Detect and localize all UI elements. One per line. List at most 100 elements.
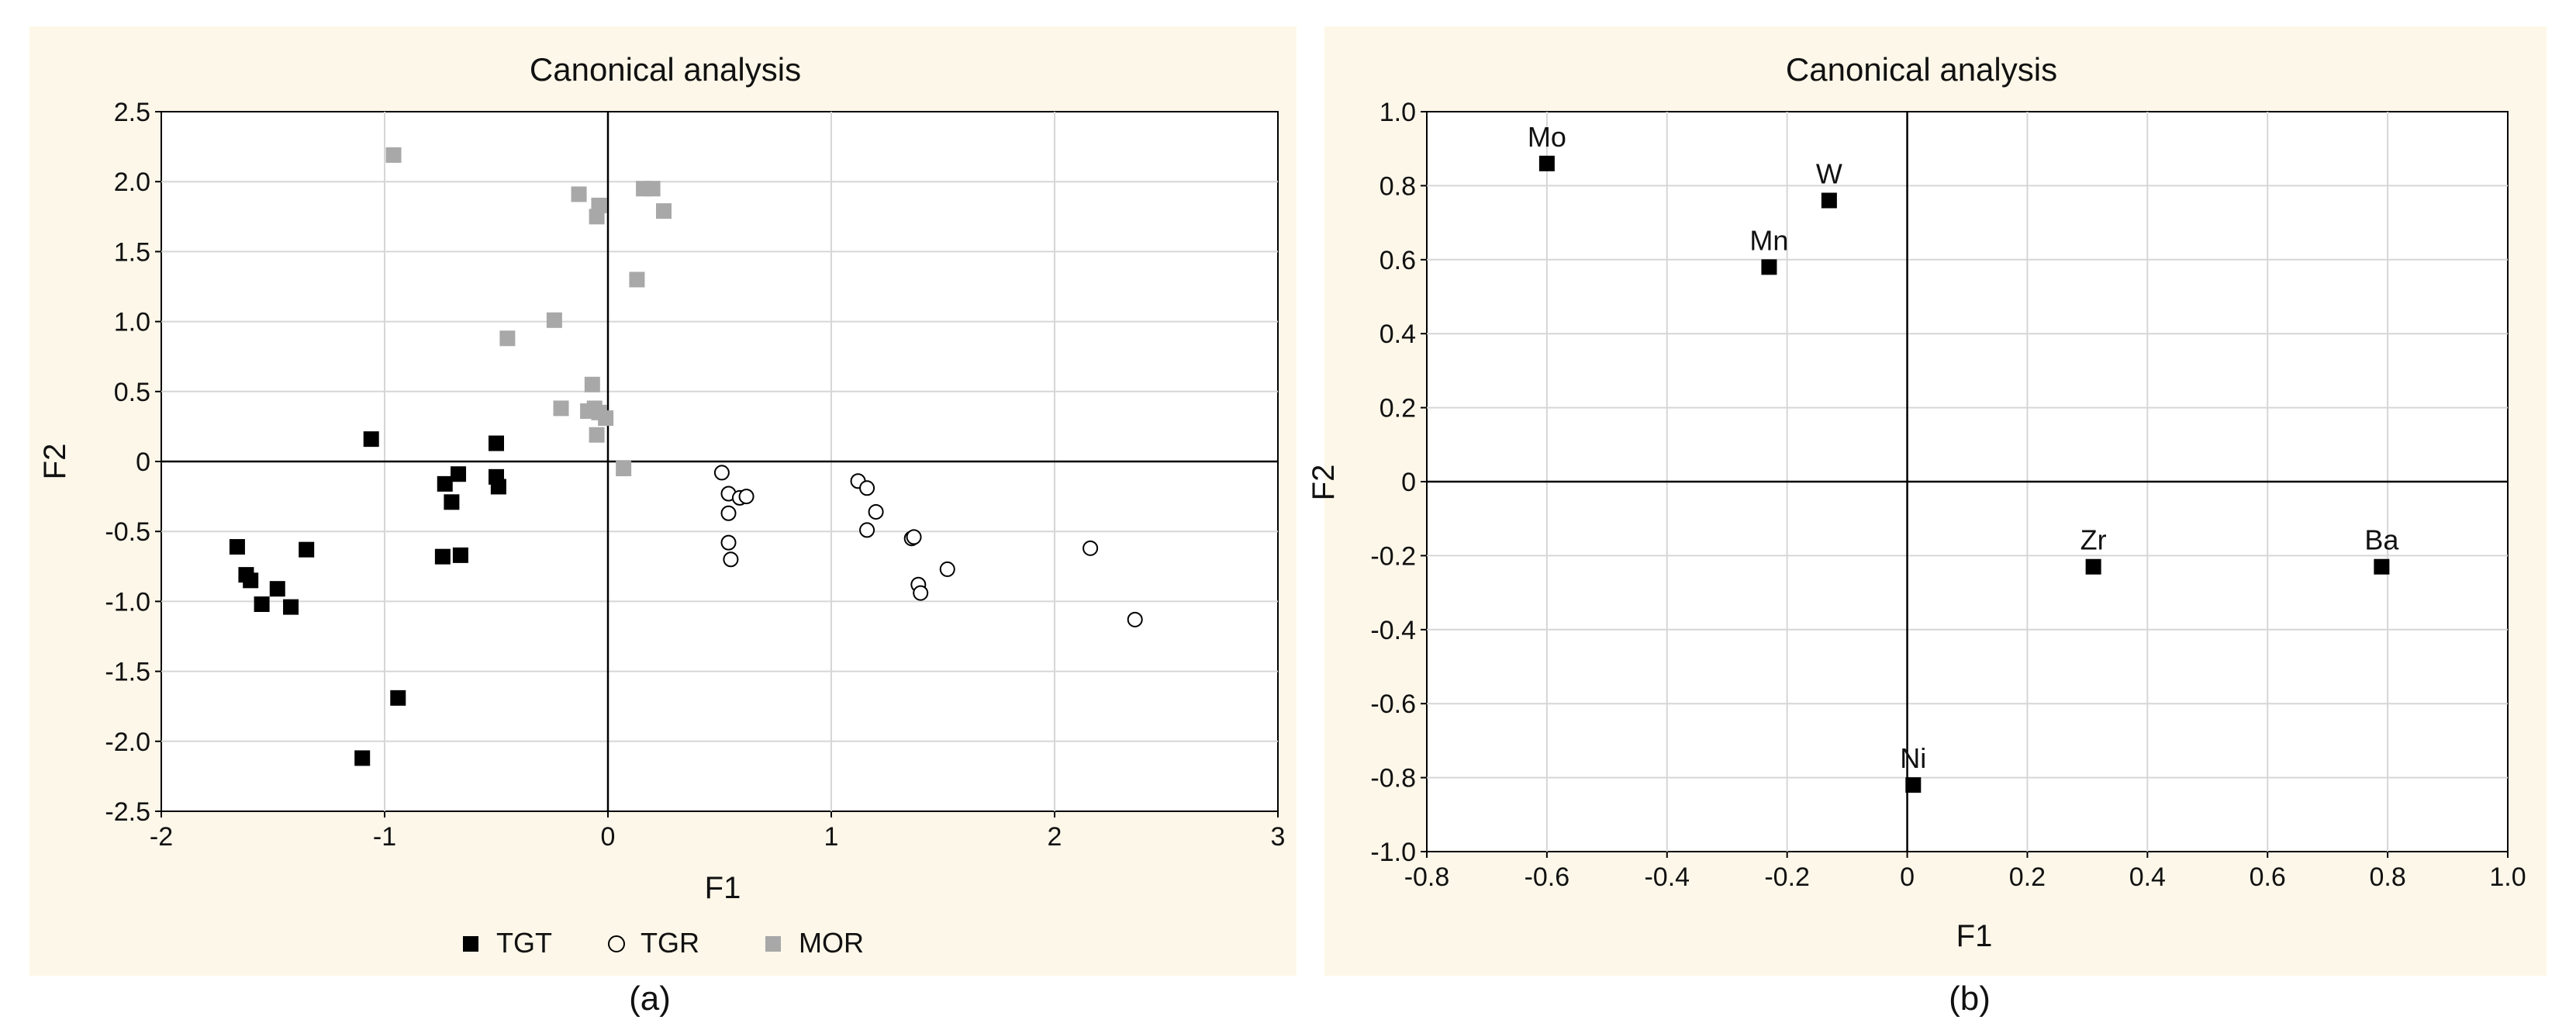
legend-label-tgt: TGT <box>496 927 552 959</box>
chart-b-ytick-label-neg0p2: -0.2 <box>1370 541 1416 571</box>
chart-a-xtick-label-3: 3 <box>1271 822 1286 852</box>
point-mor-17 <box>644 181 661 197</box>
point-mor-10 <box>589 427 605 443</box>
point-tgt-14 <box>451 466 467 482</box>
point-label-zr: Zr <box>2080 524 2107 556</box>
point-mo <box>1538 155 1555 171</box>
point-tgt-16 <box>489 435 504 451</box>
point-tgr-17 <box>1083 540 1099 556</box>
chart-a-legend: TGT TGR MOR <box>463 927 864 959</box>
legend-marker-tgr <box>608 935 625 952</box>
point-mor-1 <box>385 147 402 163</box>
chart-b-ytick-label-neg0p8: -0.8 <box>1370 764 1416 793</box>
chart-b-xtick-label-0p6: 0.6 <box>2250 862 2286 892</box>
chart-b-ytick-label-0p2: 0.2 <box>1380 394 1416 423</box>
chart-a-xtick-label-1: 1 <box>824 822 839 852</box>
point-tgt-6 <box>283 599 299 615</box>
chart-a-xtick-label-0: 0 <box>601 822 616 852</box>
point-tgr-4 <box>720 534 737 551</box>
point-tgr-11 <box>868 503 884 520</box>
point-ni <box>1905 777 1922 793</box>
chart-a-ytick-label-0: 0 <box>136 448 150 477</box>
chart-b-ytick-label-0p6: 0.6 <box>1380 246 1416 275</box>
point-tgr-7 <box>738 489 754 505</box>
chart-a-ytick-label-neg2p0: -2.0 <box>105 728 150 757</box>
legend-marker-mor <box>765 936 781 952</box>
point-tgt-8 <box>354 750 371 766</box>
legend-label-tgr: TGR <box>641 927 699 959</box>
chart-a-xtick-label-neg1: -1 <box>373 822 396 852</box>
chart-a-title: Canonical analysis <box>530 51 801 88</box>
point-tgt-13 <box>444 494 460 510</box>
point-tgt-10 <box>390 690 406 706</box>
chart-b-ytick-label-1p0: 1.0 <box>1380 98 1416 127</box>
chart-b-ytick-label-neg0p4: -0.4 <box>1370 616 1416 645</box>
chart-b-xtick-label-0: 0 <box>1900 862 1915 892</box>
chart-b-xtick-label-0p2: 0.2 <box>2009 862 2046 892</box>
chart-b-ytick-label-0: 0 <box>1401 468 1416 497</box>
point-tgr-13 <box>906 529 922 545</box>
point-tgt-11 <box>437 475 453 492</box>
point-tgt-7 <box>299 541 315 558</box>
point-mor-18 <box>656 203 672 219</box>
point-mor-4 <box>553 400 569 416</box>
legend-label-mor: MOR <box>799 927 864 959</box>
chart-b-ytick-label-neg0p6: -0.6 <box>1370 690 1416 719</box>
point-tgr-16 <box>939 561 955 577</box>
point-tgt-5 <box>269 581 285 597</box>
chart-b-ytick-label-neg1p0: -1.0 <box>1370 838 1416 867</box>
point-label-ni: Ni <box>1900 742 1926 774</box>
chart-a-ylabel: F2 <box>38 444 72 480</box>
chart-b-tick-labels: -0.8 -0.6 -0.4 -0.2 0 0.2 0.4 0.6 0.8 1.0 1.0 0.8 0.… <box>1370 98 2526 892</box>
chart-b-xtick-label-1p0: 1.0 <box>2489 862 2526 892</box>
point-tgr-9 <box>859 522 875 538</box>
point-mor-3 <box>546 312 562 328</box>
chart-b-ylabel: F2 <box>1307 465 1341 501</box>
point-mor-11 <box>591 197 607 213</box>
point-tgr-15 <box>913 585 929 601</box>
point-tgr-10 <box>859 480 875 496</box>
chart-a-zero-axes <box>161 112 1278 811</box>
chart-a-ytick-label-0p5: 0.5 <box>114 378 150 407</box>
chart-a-ytick-label-2p0: 2.0 <box>114 168 150 197</box>
chart-b-title: Canonical analysis <box>1786 51 2057 88</box>
point-mor-7 <box>584 376 600 392</box>
chart-b-ytick-label-0p8: 0.8 <box>1380 171 1416 201</box>
point-tgr-3 <box>720 505 737 521</box>
chart-b-ytick-label-0p4: 0.4 <box>1380 320 1416 349</box>
point-mn <box>1761 259 1777 275</box>
chart-b-xtick-label-neg0p8: -0.8 <box>1404 862 1450 892</box>
point-label-ba: Ba <box>2364 524 2399 556</box>
point-tgt-9 <box>363 431 379 448</box>
caption-a: (a) <box>629 980 671 1018</box>
chart-a: -2 -1 0 1 2 3 2.5 2.0 1.5 1.0 0.5 0 -0.5 -1.0 -1.5 -2.0… <box>38 51 1285 959</box>
chart-a-points <box>229 147 1143 766</box>
point-tgt-15 <box>452 547 468 563</box>
point-label-mn: Mn <box>1749 224 1788 256</box>
point-tgt-1 <box>229 539 245 555</box>
chart-b: -0.8 -0.6 -0.4 -0.2 0 0.2 0.4 0.6 0.8 1.0 1.0 0.8 0.… <box>1307 51 2526 953</box>
point-tgr-5 <box>723 551 739 568</box>
point-label-mo: Mo <box>1528 121 1566 153</box>
point-mor-15 <box>629 271 645 288</box>
point-ba <box>2374 558 2390 575</box>
chart-a-xtick-label-neg2: -2 <box>150 822 173 852</box>
chart-a-ytick-label-2p5: 2.5 <box>114 98 150 127</box>
chart-a-ytick-label-neg1p5: -1.5 <box>105 658 150 687</box>
point-mor-14 <box>616 461 632 477</box>
point-tgr-1 <box>713 465 730 481</box>
chart-b-xtick-label-neg0p4: -0.4 <box>1644 862 1690 892</box>
chart-a-ytick-label-neg0p5: -0.5 <box>105 517 150 547</box>
chart-a-ytick-label-1p5: 1.5 <box>114 237 150 267</box>
point-label-w: W <box>1816 157 1842 189</box>
point-tgt-18 <box>490 479 506 495</box>
chart-b-points: Mo W Mn Zr Ba Ni <box>1528 121 2399 793</box>
point-tgr-18 <box>1127 611 1143 627</box>
legend-marker-tgt <box>463 936 478 952</box>
caption-b: (b) <box>1949 980 1991 1018</box>
point-w <box>1821 192 1837 209</box>
chart-b-xlabel: F1 <box>1956 919 1993 953</box>
point-zr <box>2085 558 2101 575</box>
chart-b-xtick-label-neg0p6: -0.6 <box>1525 862 1570 892</box>
